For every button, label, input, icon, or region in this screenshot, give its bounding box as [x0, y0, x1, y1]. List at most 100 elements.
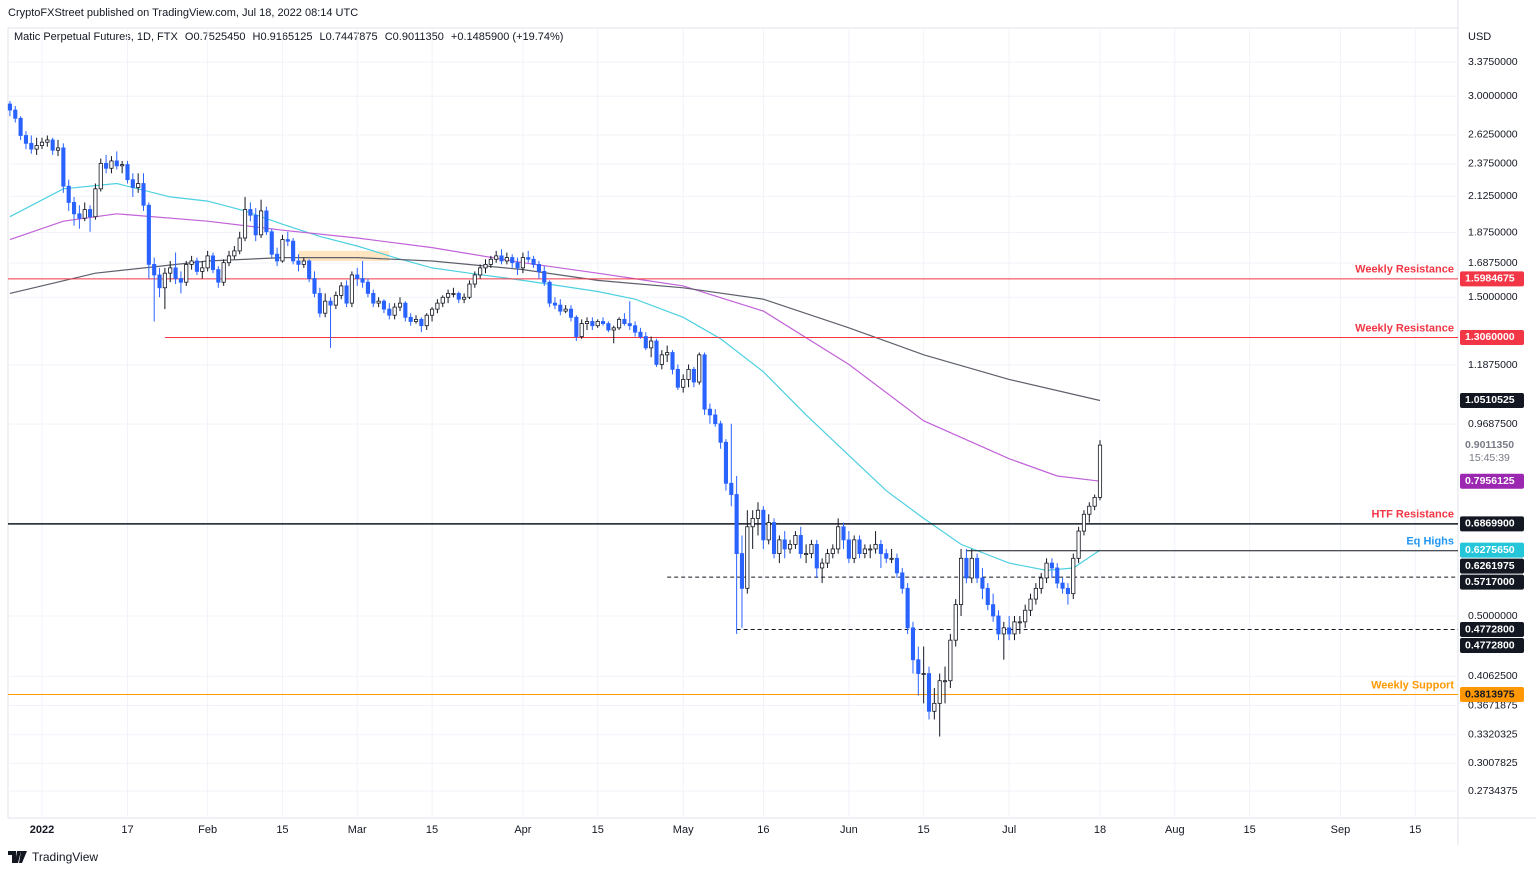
price-label-box [1460, 271, 1524, 287]
candle-body [675, 368, 680, 388]
candle-body [376, 300, 381, 304]
candle-body [349, 274, 354, 304]
candle-body [146, 204, 151, 265]
candle-body [55, 147, 61, 151]
candle-body [381, 300, 387, 310]
candle-body [130, 179, 135, 188]
candle-body [729, 482, 734, 495]
candle-body [168, 267, 173, 274]
candle-body [1092, 496, 1097, 507]
x-tick-label: Jul [1002, 824, 1016, 836]
y-tick-label: 0.9687500 [1468, 418, 1518, 430]
candle-body [333, 294, 338, 306]
candle-body [98, 162, 103, 190]
price-label: 0.9011350 [1465, 439, 1514, 451]
candle-body [718, 423, 723, 443]
candle-body [232, 250, 237, 257]
candle-body [942, 680, 948, 683]
candle-body [771, 522, 777, 554]
x-tick-label: 15 [918, 824, 930, 836]
price-label: 0.5717000 [1465, 576, 1515, 588]
price-label: 0.4772800 [1465, 639, 1515, 651]
y-tick-label: 0.3671875 [1468, 699, 1518, 711]
candle-body [937, 680, 942, 704]
candle-body [365, 281, 370, 294]
candle-body [852, 539, 857, 559]
candle-body [50, 139, 55, 151]
x-tick-label: 15 [1243, 824, 1255, 836]
candle-body [82, 209, 87, 219]
candle-body [328, 300, 333, 306]
candle-body [547, 281, 552, 304]
candle-body [478, 267, 483, 276]
candle-body [61, 147, 66, 187]
ohlc-value: L0.7447875 [319, 31, 378, 43]
candle-body [595, 321, 600, 327]
candle-body [750, 517, 755, 528]
level-text: Eq Highs [1406, 536, 1454, 548]
candle-body [13, 109, 18, 119]
price-label: 0.7956125 [1465, 475, 1515, 487]
candle-body [157, 274, 162, 289]
candle-body [253, 214, 258, 236]
candle-body [275, 253, 280, 262]
y-tick-label: 3.3750000 [1468, 56, 1518, 68]
symbol: Matic Perpetual Futures, 1D, FTX [14, 31, 178, 43]
candle-body [777, 539, 782, 554]
x-tick-label: 15 [1409, 824, 1421, 836]
x-tick-label: 17 [121, 824, 133, 836]
candle-body [926, 673, 932, 712]
candle-body [793, 535, 798, 545]
candle-body [403, 302, 408, 318]
candle-body [226, 255, 232, 264]
candle-body [1071, 557, 1076, 595]
candle-body [109, 160, 114, 169]
candle-body [820, 562, 825, 569]
candle-body [563, 308, 568, 312]
candle-body [23, 135, 29, 144]
candle-body [504, 257, 509, 262]
publisher-line: CryptoFXStreet published on TradingView.… [8, 7, 359, 19]
y-tick-label: 3.0000000 [1468, 90, 1518, 102]
plot-frame [7, 27, 1459, 819]
candle-body [371, 293, 376, 304]
price-label: 0.3813975 [1465, 688, 1515, 700]
candle-body [659, 354, 664, 365]
level-text: Weekly Support [1371, 679, 1454, 691]
candle-body [312, 278, 317, 294]
candle-body [1028, 598, 1033, 611]
candle-body [611, 327, 616, 331]
candle-body [531, 258, 536, 265]
candle-body [184, 264, 189, 283]
candle-body [301, 260, 306, 265]
candle-body [7, 103, 12, 111]
x-tick-label: Aug [1165, 824, 1185, 836]
candle-body [617, 318, 622, 329]
zone [298, 250, 390, 261]
candle-body [200, 267, 205, 272]
candle-body [873, 543, 878, 550]
y-tick-label: 1.5000000 [1468, 291, 1518, 303]
candle-body [964, 557, 969, 579]
candle-body [515, 262, 520, 269]
candle-body [248, 209, 253, 216]
candle-body [959, 557, 964, 606]
candle-body [1033, 587, 1038, 600]
candle-body [360, 278, 365, 283]
candle-body [419, 318, 424, 327]
candle-body [483, 264, 488, 269]
candle-body [916, 659, 921, 674]
candle-body [643, 336, 648, 349]
x-tick-label: 15 [592, 824, 604, 836]
candle-body [558, 304, 563, 312]
price-label: 1.0510525 [1465, 394, 1515, 406]
y-tick-label: 1.6875000 [1468, 257, 1518, 269]
candle-body [494, 255, 499, 260]
candle-body [910, 627, 916, 661]
candle-body [739, 553, 745, 589]
candle-body [734, 494, 739, 554]
level-text: HTF Resistance [1371, 509, 1454, 521]
candle-body [446, 293, 451, 298]
candle-body [809, 543, 814, 554]
